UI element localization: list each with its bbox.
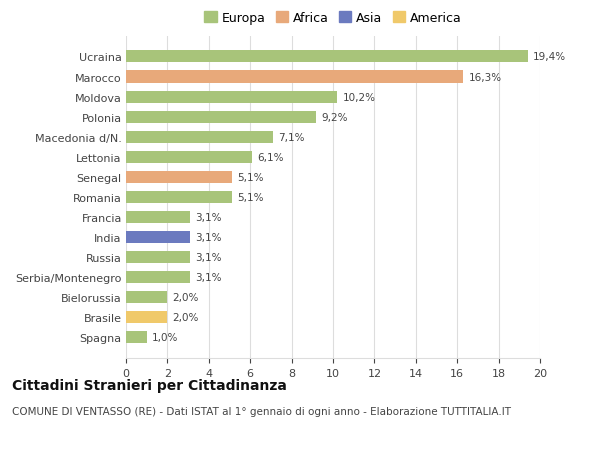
Text: 3,1%: 3,1% xyxy=(196,232,222,242)
Bar xyxy=(126,331,146,343)
Text: 3,1%: 3,1% xyxy=(196,252,222,263)
Bar xyxy=(126,231,190,243)
Legend: Europa, Africa, Asia, America: Europa, Africa, Asia, America xyxy=(202,9,464,27)
Text: 3,1%: 3,1% xyxy=(196,272,222,282)
Text: 7,1%: 7,1% xyxy=(278,132,305,142)
Text: 6,1%: 6,1% xyxy=(257,152,284,162)
Bar xyxy=(126,191,232,203)
Text: 19,4%: 19,4% xyxy=(533,52,566,62)
Text: 2,0%: 2,0% xyxy=(173,292,199,302)
Text: COMUNE DI VENTASSO (RE) - Dati ISTAT al 1° gennaio di ogni anno - Elaborazione T: COMUNE DI VENTASSO (RE) - Dati ISTAT al … xyxy=(12,406,511,416)
Text: 3,1%: 3,1% xyxy=(196,213,222,222)
Bar xyxy=(126,212,190,224)
Bar xyxy=(126,252,190,263)
Text: 2,0%: 2,0% xyxy=(173,313,199,322)
Text: 5,1%: 5,1% xyxy=(237,192,263,202)
Bar xyxy=(126,171,232,183)
Text: 9,2%: 9,2% xyxy=(322,112,348,123)
Bar xyxy=(126,112,316,123)
Text: 1,0%: 1,0% xyxy=(152,332,178,342)
Text: Cittadini Stranieri per Cittadinanza: Cittadini Stranieri per Cittadinanza xyxy=(12,379,287,392)
Bar xyxy=(126,151,252,163)
Text: 10,2%: 10,2% xyxy=(343,92,376,102)
Bar xyxy=(126,311,167,324)
Bar xyxy=(126,71,463,84)
Text: 16,3%: 16,3% xyxy=(469,73,502,82)
Bar xyxy=(126,51,527,63)
Bar xyxy=(126,291,167,303)
Bar xyxy=(126,91,337,103)
Bar xyxy=(126,131,273,143)
Text: 5,1%: 5,1% xyxy=(237,173,263,182)
Bar xyxy=(126,271,190,283)
